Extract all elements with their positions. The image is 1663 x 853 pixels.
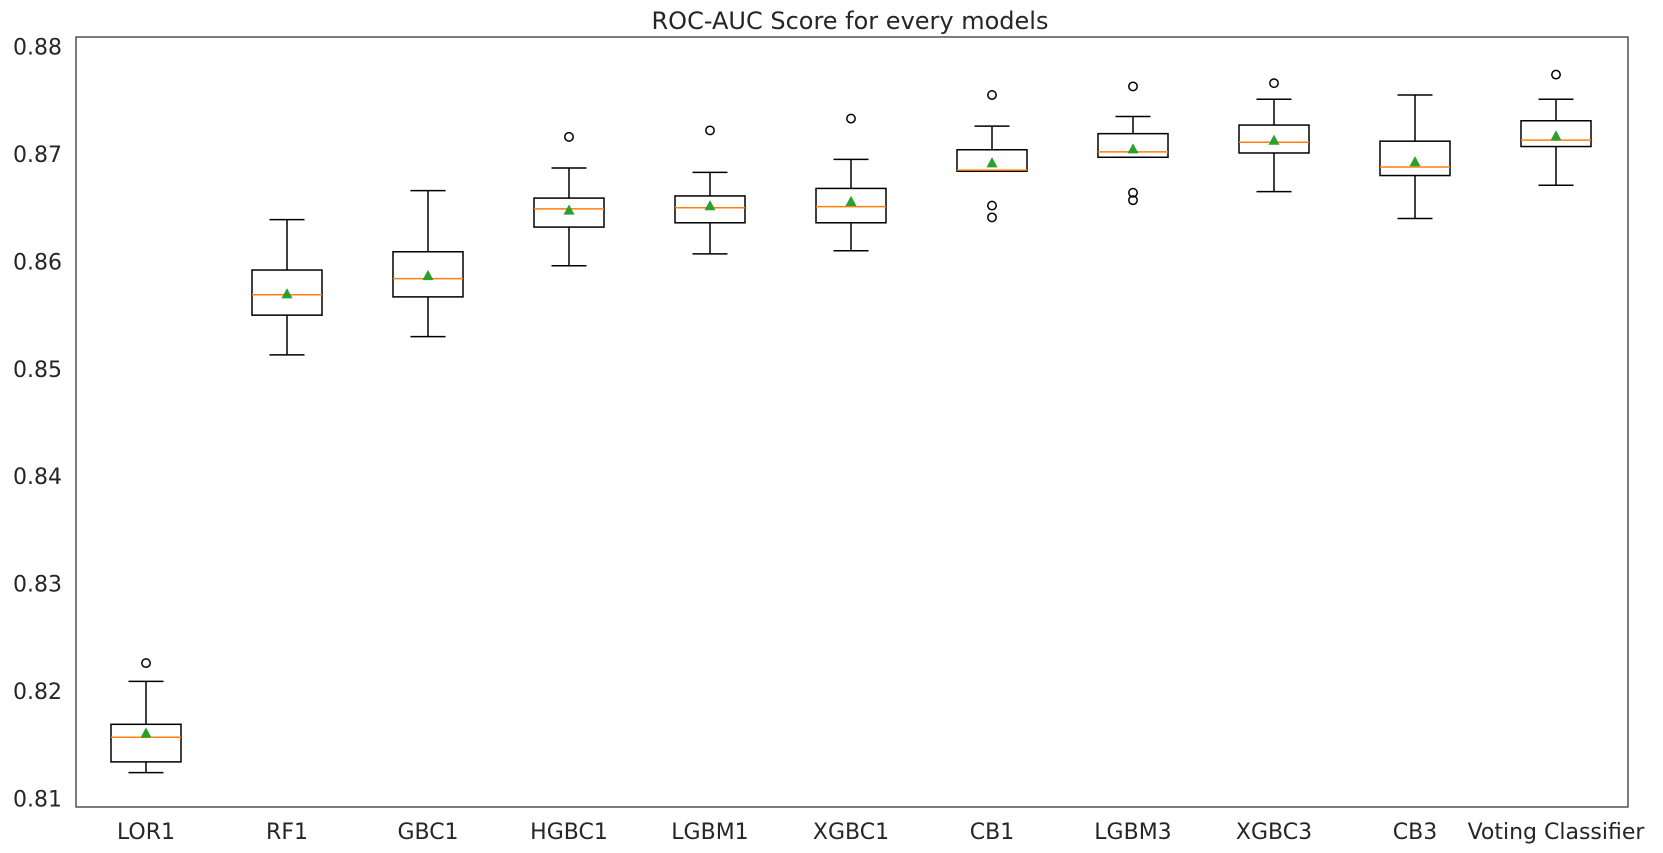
y-tick-label: 0.82 [13, 680, 62, 705]
outlier-point [564, 131, 574, 142]
iqr-box [1520, 120, 1592, 148]
iqr-box [956, 149, 1028, 172]
iqr-box [251, 269, 323, 316]
box-group-gbc1 [392, 189, 464, 338]
y-tick-label: 0.83 [13, 573, 62, 598]
mean-marker [563, 204, 575, 215]
x-tick-label: GBC1 [397, 820, 458, 845]
box-group-lgbm1 [674, 125, 746, 255]
outlier-point [846, 113, 856, 124]
x-tick-label: LOR1 [117, 820, 175, 845]
outlier-point [1128, 187, 1138, 198]
outlier-point [1551, 69, 1561, 80]
iqr-box [1238, 124, 1310, 154]
mean-marker [845, 195, 857, 206]
mean-marker [1268, 134, 1280, 145]
x-tick-label: XGBC1 [813, 820, 889, 845]
iqr-box [533, 197, 605, 228]
x-tick-label: HGBC1 [530, 820, 608, 845]
mean-marker [1409, 156, 1421, 167]
box-group-cb1 [956, 90, 1028, 223]
x-tick-label: Voting Classifier [1468, 820, 1646, 845]
y-tick-label: 0.88 [13, 36, 62, 61]
y-axis: 0.81 0.82 0.83 0.84 0.85 0.86 0.87 0.88 [13, 36, 62, 813]
x-tick-label: CB3 [1393, 820, 1437, 845]
iqr-box [815, 187, 887, 224]
mean-marker [704, 200, 716, 211]
y-tick-label: 0.87 [13, 143, 62, 168]
mean-marker [1127, 143, 1139, 154]
y-tick-label: 0.85 [13, 358, 62, 383]
iqr-box [392, 251, 464, 298]
box-group-lor1 [110, 658, 182, 774]
chart-title: ROC-AUC Score for every models [652, 7, 1049, 35]
outlier-point [987, 212, 997, 223]
mean-marker [140, 727, 152, 738]
x-tick-label: XGBC3 [1236, 820, 1312, 845]
outlier-point [1128, 195, 1138, 206]
outlier-point [1269, 78, 1279, 89]
iqr-box [1379, 140, 1451, 177]
box-group-rf1 [251, 218, 323, 356]
x-tick-label: LGBM3 [1094, 820, 1171, 845]
outlier-point [141, 658, 151, 669]
outlier-point [987, 200, 997, 211]
box-group-xgbc1 [815, 113, 887, 252]
box-group-cb3 [1379, 94, 1451, 220]
x-tick-label: LGBM1 [671, 820, 748, 845]
box-group-hgbc1 [533, 131, 605, 267]
mean-marker [986, 157, 998, 168]
outlier-point [705, 125, 715, 136]
y-tick-label: 0.81 [13, 787, 62, 812]
axes-frame [75, 36, 1629, 808]
x-axis: LOR1 RF1 GBC1 HGBC1 LGBM1 XGBC1 CB1 LGBM3 XGBC3 C… [117, 820, 1645, 845]
y-tick-label: 0.86 [13, 250, 62, 275]
outlier-point [1128, 81, 1138, 92]
mean-marker [281, 288, 293, 299]
y-tick-label: 0.84 [13, 465, 62, 490]
plot-area [110, 69, 1592, 774]
box-group-lgbm3 [1097, 81, 1169, 206]
mean-marker [422, 269, 434, 281]
mean-marker [1550, 130, 1562, 141]
iqr-box [1097, 132, 1169, 159]
iqr-box [110, 723, 182, 763]
box-group-voting-classifier [1520, 69, 1592, 186]
box-group-xgbc3 [1238, 78, 1310, 193]
x-tick-label: RF1 [266, 820, 308, 845]
iqr-box [674, 195, 746, 224]
x-tick-label: CB1 [970, 820, 1014, 845]
outlier-point [987, 90, 997, 100]
